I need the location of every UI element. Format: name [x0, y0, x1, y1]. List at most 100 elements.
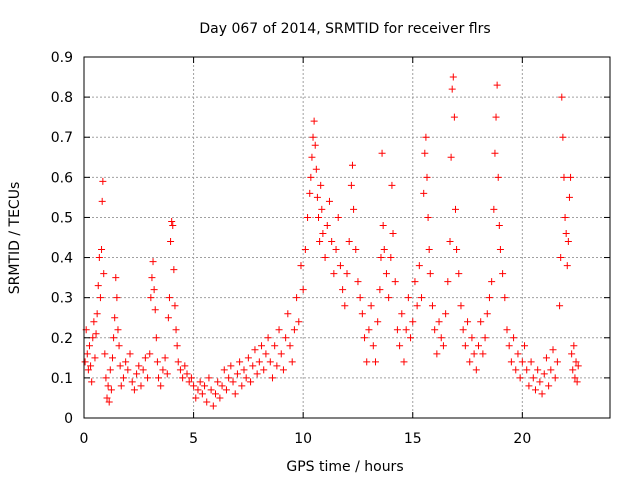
data-point	[216, 394, 224, 402]
data-point	[101, 350, 109, 358]
data-point	[493, 81, 501, 89]
data-point	[111, 314, 119, 322]
data-point	[152, 334, 160, 342]
plot-frame	[83, 56, 611, 419]
data-point	[571, 374, 579, 382]
data-point	[369, 342, 377, 350]
data-point	[81, 358, 89, 366]
data-point	[475, 342, 482, 350]
data-point	[102, 374, 110, 382]
data-point	[108, 354, 116, 362]
data-point	[433, 350, 441, 358]
data-point	[336, 262, 344, 270]
data-point	[423, 173, 431, 181]
data-point	[563, 262, 571, 270]
data-point	[192, 394, 200, 402]
data-point	[559, 133, 567, 141]
data-point	[404, 294, 412, 302]
data-point	[518, 358, 526, 366]
data-point	[157, 382, 165, 390]
data-point	[172, 326, 180, 334]
data-point	[466, 358, 474, 366]
data-point	[572, 358, 580, 366]
data-point	[442, 310, 450, 318]
data-point	[171, 302, 179, 310]
data-point	[393, 326, 401, 334]
data-point	[106, 366, 114, 374]
data-point	[147, 294, 155, 302]
data-point	[540, 370, 548, 378]
data-point	[91, 354, 99, 362]
data-point	[553, 358, 561, 366]
data-point	[516, 374, 524, 382]
data-point	[495, 221, 503, 229]
data-point	[94, 282, 102, 290]
data-point	[376, 286, 384, 294]
data-point	[527, 358, 535, 366]
data-point	[481, 334, 489, 342]
y-tick-label: 0.8	[51, 90, 73, 106]
data-point	[220, 366, 228, 374]
data-point	[196, 378, 204, 386]
data-point	[148, 274, 156, 282]
data-point	[282, 334, 290, 342]
data-point	[110, 334, 118, 342]
data-point	[309, 133, 317, 141]
data-point	[236, 358, 244, 366]
data-point	[377, 254, 385, 262]
data-point	[119, 374, 127, 382]
data-point	[409, 318, 417, 326]
data-point	[431, 326, 439, 334]
data-point	[113, 294, 121, 302]
data-point	[488, 278, 496, 286]
data-point	[290, 326, 298, 334]
data-point	[356, 294, 364, 302]
y-tick-label: 0.6	[51, 170, 73, 186]
data-point	[573, 378, 581, 386]
data-point	[95, 254, 103, 262]
data-point	[100, 270, 108, 278]
data-point	[155, 374, 163, 382]
data-point	[218, 382, 226, 390]
data-point	[411, 278, 419, 286]
data-point	[201, 382, 209, 390]
data-point	[562, 229, 570, 237]
data-point	[115, 342, 123, 350]
data-point	[529, 374, 537, 382]
data-point	[227, 362, 235, 370]
data-point	[422, 133, 430, 141]
data-point	[510, 334, 518, 342]
data-point	[133, 370, 141, 378]
data-point	[358, 310, 366, 318]
x-tick-label: 5	[189, 431, 198, 447]
x-tick-label: 20	[513, 431, 531, 447]
y-tick-label: 0.1	[51, 371, 73, 387]
data-point	[150, 286, 158, 294]
data-point	[361, 334, 369, 342]
data-point	[85, 342, 93, 350]
data-point	[170, 266, 178, 274]
data-point	[378, 149, 386, 157]
data-point	[279, 366, 287, 374]
data-point	[144, 374, 152, 382]
data-point	[137, 382, 145, 390]
data-point	[176, 366, 184, 374]
data-point	[448, 85, 456, 93]
data-point	[161, 354, 169, 362]
data-point	[328, 238, 336, 246]
data-point	[371, 358, 379, 366]
data-point	[103, 394, 111, 402]
data-point	[348, 161, 356, 169]
data-point	[260, 366, 268, 374]
data-point	[105, 398, 113, 406]
data-point	[308, 153, 316, 161]
grid	[84, 57, 610, 418]
data-point	[165, 294, 173, 302]
data-point	[255, 358, 263, 366]
data-point	[400, 358, 408, 366]
data-point	[468, 334, 476, 342]
data-point	[339, 286, 347, 294]
data-point	[420, 189, 428, 197]
data-point	[464, 318, 472, 326]
